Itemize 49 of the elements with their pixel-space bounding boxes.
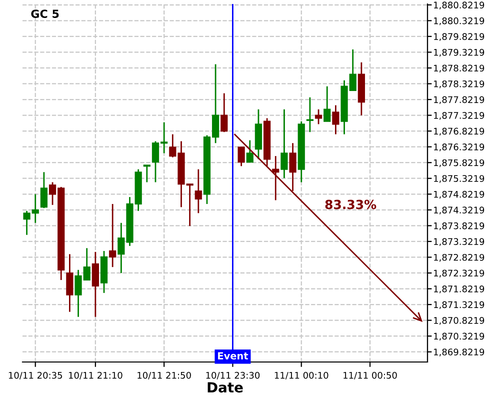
y-tick-label: 1,870.8219 [434,317,484,325]
x-axis-title: Date [208,382,243,393]
x-tick-label: 10/11 21:50 [138,372,191,380]
candlestick [40,171,48,209]
candlestick [238,146,245,167]
y-tick-label: 1,876.3219 [434,144,484,152]
candlestick [324,86,331,122]
y-tick-label: 1,873.8219 [434,222,484,230]
y-tick-label: 1,872.3219 [434,270,484,278]
y-tick-label: 1,870.3219 [434,332,484,341]
chart-title: GC 5 [31,10,59,18]
candlestick [92,251,99,318]
candlestick [246,140,254,163]
y-tick-label: 1,880.8219 [434,2,484,10]
y-tick-label: 1,879.8219 [434,33,484,41]
x-tick-label: 10/11 20:35 [8,372,62,380]
y-tick-label: 1,873.3219 [434,238,484,246]
candlestick [194,168,202,214]
y-tick-label: 1,877.8219 [434,96,484,104]
x-tick-label: 10/11 23:30 [206,372,260,380]
y-tick-label: 1,874.8219 [434,190,484,199]
candlestick [66,253,74,313]
y-tick-label: 1,875.8219 [434,159,484,168]
y-tick-label: 1,869.8219 [434,348,484,356]
y-tick-label: 1,878.8219 [434,64,484,72]
x-tick-label: 11/11 00:50 [344,372,397,380]
y-tick-label: 1,871.3219 [434,301,484,310]
candlestick [280,108,288,179]
y-tick-label: 1,875.3219 [434,175,484,183]
candlestick [332,104,340,135]
y-tick-label: 1,874.3219 [434,206,484,214]
annotation: 83.33% [325,200,376,210]
candlestick [143,164,150,183]
y-tick-label: 1,880.3219 [434,17,484,26]
y-tick-label: 1,877.3219 [434,112,484,120]
y-tick-label: 1,871.8219 [434,285,484,294]
y-tick-label: 1,872.8219 [434,254,484,262]
candlestick [109,203,116,268]
y-tick-label: 1,878.3219 [434,80,484,88]
candlestick [306,96,314,133]
candlestick [272,155,280,201]
candlestick [220,92,228,133]
y-tick-label: 1,876.8219 [434,128,484,136]
x-tick-label: 11/11 00:10 [274,372,328,380]
candlestick [314,108,322,125]
candlestick [289,142,296,192]
y-tick-label: 1,879.3219 [434,48,484,57]
ref-line-label: Event [218,352,248,360]
x-tick-label: 10/11 21:10 [68,372,122,380]
